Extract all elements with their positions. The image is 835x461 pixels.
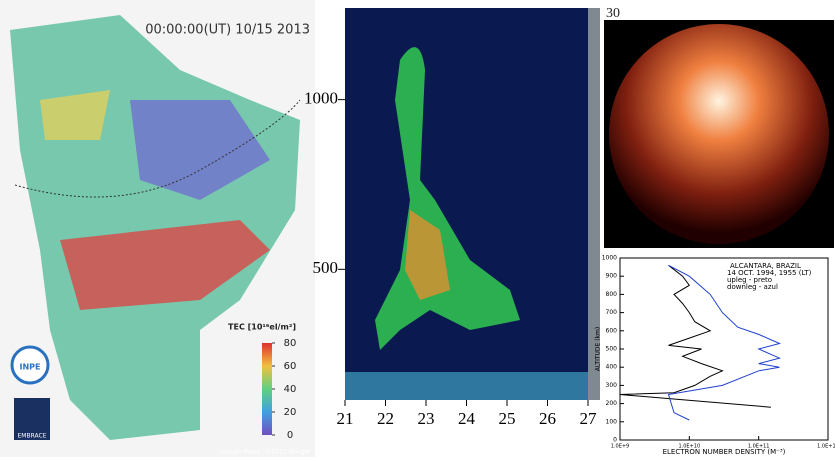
y-tick-label: 100: [606, 418, 618, 425]
colorbar-tick-label: 0: [287, 430, 293, 441]
x-tick-label: 1.0E+11: [748, 444, 770, 450]
logo-inpe: INPE: [20, 363, 41, 372]
y-tick-label: 500: [606, 346, 618, 353]
timestamp: 00:00:00(UT) 10/15 2013: [145, 23, 310, 38]
profile-panel: ALCANTARA, BRAZIL 14 OCT. 1994, 1955 (LT…: [595, 255, 835, 457]
x-tick-label: 24: [458, 409, 476, 428]
x-tick-label: 1.0E+9: [611, 444, 629, 450]
colorbar: [262, 343, 272, 435]
y-tick-label: 800: [606, 291, 618, 298]
y-axis-label: ALTITUDE (km): [595, 327, 602, 371]
colorbar-title: TEC [10¹⁶el/m²]: [228, 323, 296, 332]
y-tick-label: 1000: [602, 255, 617, 262]
colorbar-tick-label: 80: [284, 338, 297, 349]
y-tick-label: 0: [613, 437, 617, 444]
y-tick-label: 400: [606, 364, 618, 371]
y-tick-label: 500: [313, 258, 339, 277]
y-tick-label: 700: [606, 309, 618, 316]
rti-band: [345, 372, 588, 400]
y-tick-label: 900: [606, 273, 618, 280]
y-tick-label: 300: [606, 382, 618, 389]
airglow-image: [609, 24, 829, 244]
credit: Google Maps - ©2012 Google: [221, 449, 310, 456]
rti-panel: 30 21 22 23 24 25 26 27 500 1000: [304, 6, 620, 428]
x-tick-label: 1.0E+10: [678, 444, 700, 450]
page: 00:00:00(UT) 10/15 2013 TEC [10¹⁶el/m²] …: [0, 0, 835, 457]
colorbar-tick-label: 20: [284, 407, 297, 418]
y-tick-label: 200: [606, 400, 618, 407]
rti-corner-label: 30: [606, 6, 620, 21]
legend-downleg: downleg - azul: [727, 283, 778, 291]
y-tick-label: 600: [606, 327, 618, 334]
x-tick-label: 25: [499, 409, 516, 428]
y-tick-label: 1000: [304, 89, 338, 108]
logo-embrace: EMBRACE: [18, 433, 47, 440]
tec-map: 00:00:00(UT) 10/15 2013 TEC [10¹⁶el/m²] …: [0, 0, 315, 457]
x-tick-label: 21: [337, 409, 354, 428]
x-tick-label: 26: [539, 409, 556, 428]
colorbar-tick-label: 60: [284, 361, 297, 372]
x-tick-label: 1.0E+12: [817, 444, 835, 450]
x-tick-label: 23: [418, 409, 435, 428]
x-tick-label: 27: [580, 409, 598, 428]
x-tick-label: 22: [377, 409, 394, 428]
colorbar-tick-label: 40: [284, 384, 297, 395]
profile-frame: [620, 258, 828, 440]
